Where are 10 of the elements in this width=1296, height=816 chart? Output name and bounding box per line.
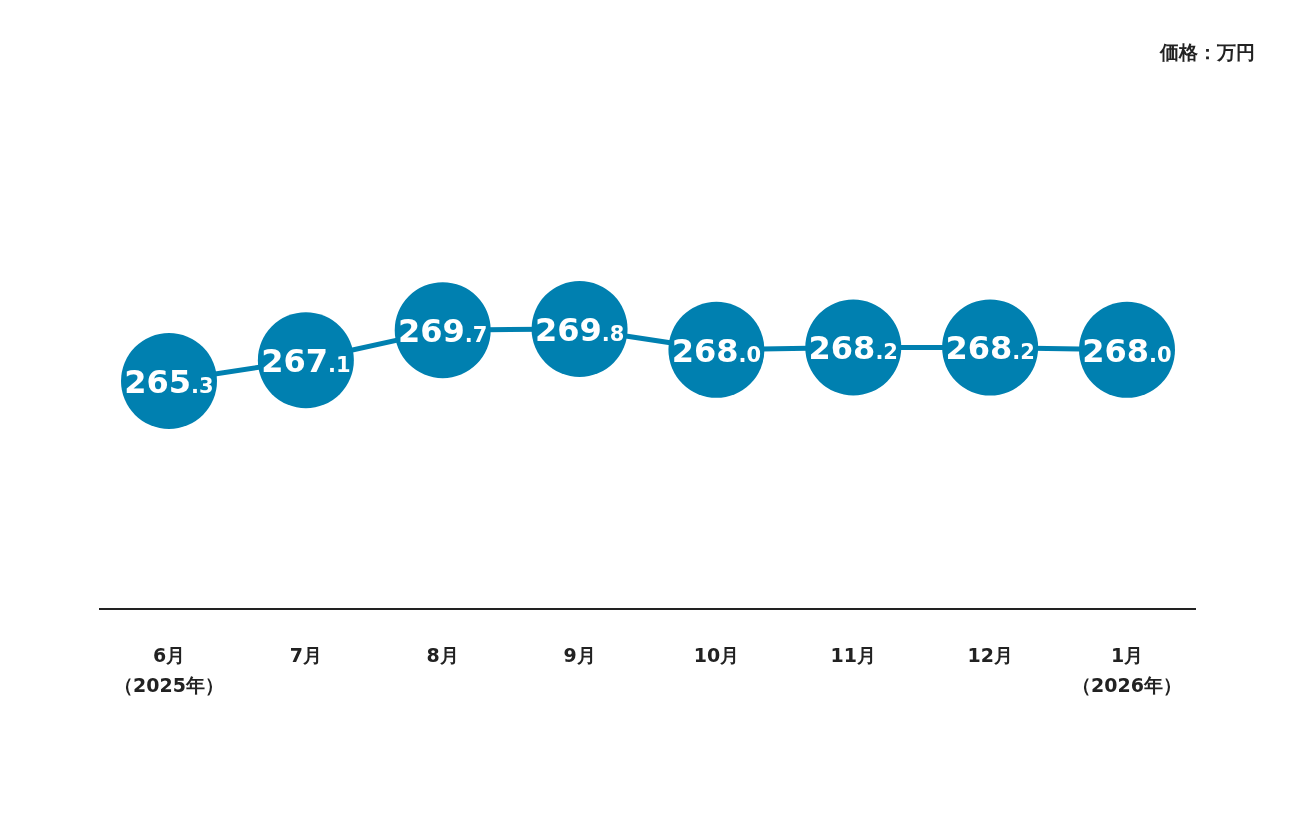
text: 価格：万円 [1159, 41, 1255, 63]
x-tick-label: 12月 [967, 644, 1013, 666]
x-tick-label: 8月 [426, 644, 459, 666]
x-tick-label: 10月 [693, 644, 740, 666]
x-tick-label: 7月 [289, 644, 322, 666]
data-label: 265.3 [124, 363, 214, 401]
x-tick-label: 1月（2026年） [1072, 644, 1182, 696]
x-tick-label: 9月 [563, 644, 596, 666]
x-tick-label: 11月 [830, 644, 877, 666]
x-tick-label: 6月（2025年） [114, 644, 224, 696]
